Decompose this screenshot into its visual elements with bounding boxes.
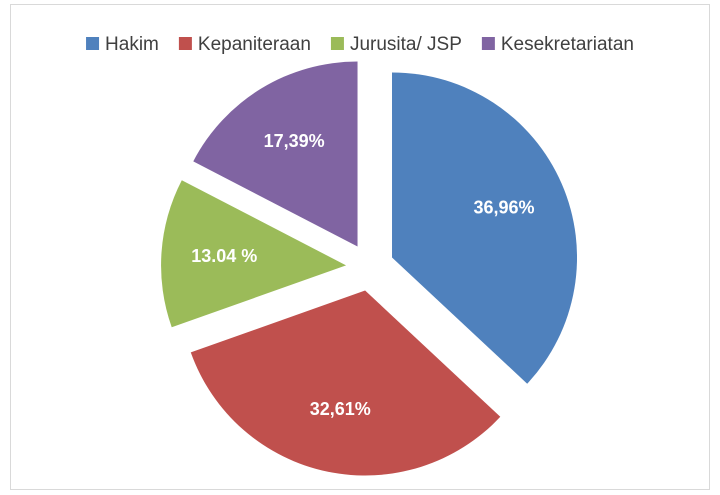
data-label: 13.04 % bbox=[191, 246, 257, 266]
legend-label: Kesekretariatan bbox=[501, 34, 634, 55]
legend-label: Kepaniteraan bbox=[198, 34, 311, 55]
data-label: 36,96% bbox=[473, 198, 534, 218]
legend-swatch bbox=[481, 37, 495, 50]
pie-slice bbox=[193, 61, 358, 247]
pie-slice bbox=[392, 72, 578, 384]
data-label: 32,61% bbox=[310, 399, 371, 419]
legend-swatch bbox=[330, 37, 344, 50]
legend-swatch bbox=[178, 37, 192, 50]
data-label: 17,39% bbox=[264, 131, 325, 151]
legend-label: Hakim bbox=[105, 34, 159, 55]
pie-slice bbox=[161, 180, 347, 328]
legend-label: Jurusita/ JSP bbox=[350, 34, 462, 55]
legend-swatch bbox=[86, 37, 100, 50]
pie-slice bbox=[190, 290, 501, 476]
